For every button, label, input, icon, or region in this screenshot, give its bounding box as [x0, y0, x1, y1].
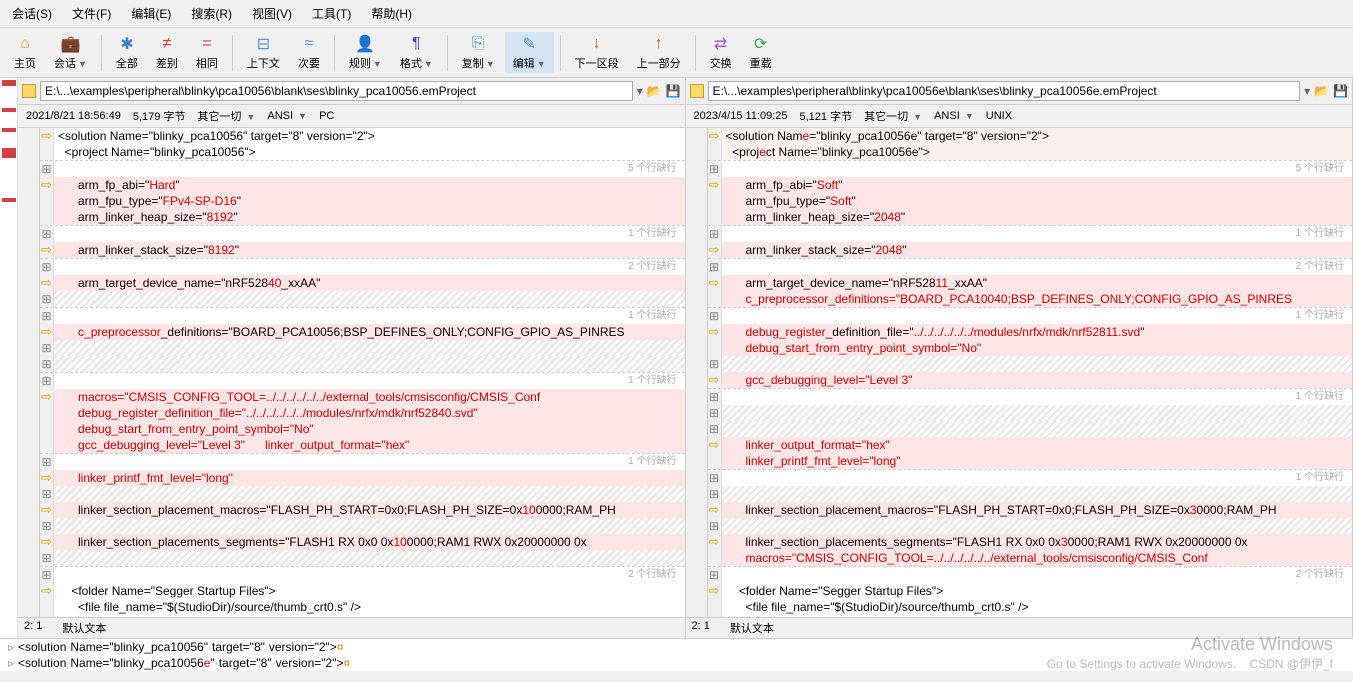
menu-view[interactable]: 视图(V) — [248, 3, 296, 24]
menu-edit[interactable]: 编辑(E) — [127, 3, 175, 24]
next-section-button[interactable]: ↓下一区段 — [567, 32, 627, 73]
all-button[interactable]: ✱全部 — [108, 32, 146, 73]
session-button[interactable]: 💼会话▼ — [46, 32, 95, 73]
left-date: 2021/8/21 18:56:49 — [26, 110, 121, 122]
home-button[interactable]: ⌂主页 — [6, 32, 44, 73]
browse-icon[interactable]: 📂 — [1314, 84, 1329, 98]
right-lineend[interactable]: UNIX — [986, 110, 1012, 122]
right-mode: 默认文本 — [730, 620, 774, 636]
save-icon[interactable]: 💾 — [666, 84, 681, 98]
left-mode: 默认文本 — [62, 620, 106, 636]
right-encoding[interactable]: ANSI ▼ — [934, 110, 974, 122]
toolbar: ⌂主页 💼会话▼ ✱全部 ≠差别 =相同 ⊟上下文 ≈次要 👤规则▼ ¶格式▼ … — [0, 28, 1353, 78]
right-cursor-pos: 2: 1 — [692, 620, 710, 636]
edit-button[interactable]: ✎编辑▼ — [505, 32, 554, 73]
bottom-line-right: <solution·Name="blinky_pca10056e"·target… — [18, 656, 350, 670]
menu-file[interactable]: 文件(F) — [68, 3, 115, 24]
right-status-bar: 2: 1 默认文本 — [686, 617, 1353, 638]
right-editor[interactable]: ⇨<solution Name="blinky_pca10056e" targe… — [708, 128, 1353, 617]
left-gutter-margin — [18, 128, 40, 617]
right-pane: ▾ 📂 💾 2023/4/15 11:09:25 5,121 字节 其它一切 ▼… — [686, 78, 1353, 638]
left-path-input[interactable] — [40, 81, 633, 101]
menu-search[interactable]: 搜索(R) — [187, 3, 236, 24]
right-date: 2023/4/15 11:09:25 — [694, 110, 788, 122]
same-button[interactable]: =相同 — [188, 32, 226, 73]
menu-tools[interactable]: 工具(T) — [308, 3, 355, 24]
diff-button[interactable]: ≠差别 — [148, 32, 186, 73]
right-gutter-margin — [686, 128, 708, 617]
left-editor[interactable]: ⇨<solution Name="blinky_pca10056" target… — [40, 128, 685, 617]
menu-bar: 会话(S) 文件(F) 编辑(E) 搜索(R) 视图(V) 工具(T) 帮助(H… — [0, 0, 1353, 28]
left-everything[interactable]: 其它一切 ▼ — [197, 108, 255, 124]
right-size: 5,121 字节 — [800, 108, 853, 124]
right-everything[interactable]: 其它一切 ▼ — [864, 108, 922, 124]
save-icon[interactable]: 💾 — [1333, 84, 1348, 98]
dropdown-icon[interactable]: ▾ — [637, 84, 643, 98]
folder-icon — [22, 84, 36, 98]
left-pane: ▾ 📂 💾 2021/8/21 18:56:49 5,179 字节 其它一切 ▼… — [18, 78, 686, 638]
prev-part-button[interactable]: ↑上一部分 — [629, 32, 689, 73]
compare-panes: ▾ 📂 💾 2021/8/21 18:56:49 5,179 字节 其它一切 ▼… — [0, 78, 1353, 638]
right-marker-icon: ▹ — [4, 656, 18, 670]
left-encoding[interactable]: ANSI ▼ — [267, 110, 307, 122]
rules-button[interactable]: 👤规则▼ — [341, 32, 390, 73]
menu-help[interactable]: 帮助(H) — [367, 3, 416, 24]
left-status-bar: 2: 1 默认文本 — [18, 617, 685, 638]
context-button[interactable]: ⊟上下文 — [239, 32, 288, 73]
left-info-bar: 2021/8/21 18:56:49 5,179 字节 其它一切 ▼ ANSI … — [18, 105, 685, 128]
menu-session[interactable]: 会话(S) — [8, 3, 56, 24]
minor-button[interactable]: ≈次要 — [290, 32, 328, 73]
folder-icon — [690, 84, 704, 98]
right-path-input[interactable] — [708, 81, 1301, 101]
swap-button[interactable]: ⇄交换 — [702, 32, 740, 73]
left-path-bar: ▾ 📂 💾 — [18, 78, 685, 105]
browse-icon[interactable]: 📂 — [647, 84, 662, 98]
left-marker-icon: ▹ — [4, 640, 18, 654]
left-overview-ruler[interactable] — [0, 78, 18, 638]
left-size: 5,179 字节 — [133, 108, 186, 124]
reload-button[interactable]: ⟳重载 — [742, 32, 780, 73]
dropdown-icon[interactable]: ▾ — [1304, 84, 1310, 98]
left-cursor-pos: 2: 1 — [24, 620, 42, 636]
left-lineend[interactable]: PC — [319, 110, 334, 122]
copy-button[interactable]: ⎘复制▼ — [454, 32, 503, 73]
right-info-bar: 2023/4/15 11:09:25 5,121 字节 其它一切 ▼ ANSI … — [686, 105, 1353, 128]
bottom-line-left: <solution·Name="blinky_pca10056"·target=… — [18, 640, 343, 654]
right-path-bar: ▾ 📂 💾 — [686, 78, 1353, 105]
format-button[interactable]: ¶格式▼ — [392, 32, 441, 73]
line-diff-detail: ▹<solution·Name="blinky_pca10056"·target… — [0, 638, 1353, 671]
